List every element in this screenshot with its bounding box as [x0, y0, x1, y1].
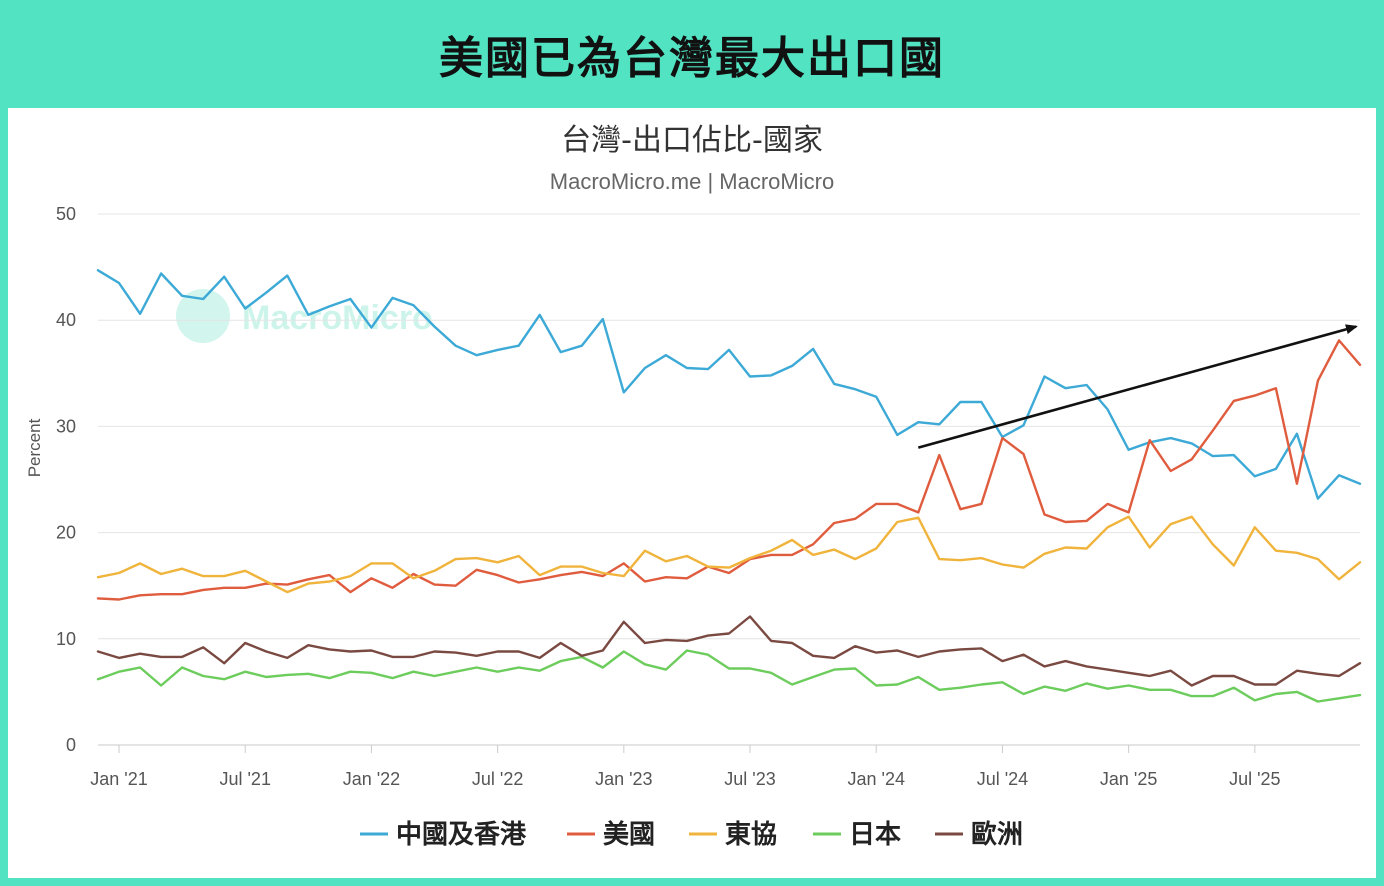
- legend-item-1[interactable]: 美國: [567, 819, 655, 850]
- x-axis: Jan '21 Jul '21 Jan '22 Jul '22 Jan '23 Jul '…: [90, 745, 1281, 789]
- y-tick-label: 0: [66, 735, 76, 755]
- watermark-logo-icon: [176, 289, 230, 343]
- legend-label: 日本: [849, 820, 901, 850]
- series-line-1: [96, 339, 1362, 601]
- legend-item-0[interactable]: 中國及香港: [360, 820, 527, 850]
- legend-label: 中國及香港: [396, 820, 527, 850]
- y-tick-label: 10: [56, 629, 76, 649]
- legend-item-4[interactable]: 歐洲: [935, 820, 1023, 850]
- y-tick-label: 40: [56, 310, 76, 330]
- x-tick-label: Jan '22: [343, 769, 400, 789]
- legend-label: 東協: [725, 820, 777, 850]
- x-tick-label: Jul '25: [1229, 769, 1280, 789]
- x-tick-label: Jul '22: [472, 769, 523, 789]
- banner-title: 美國已為台灣最大出口國: [439, 33, 945, 84]
- chart-title: 台灣-出口佔比-國家: [561, 123, 823, 158]
- y-axis: 0 10 20 30 40 50: [56, 204, 76, 755]
- line-chart: 台灣-出口佔比-國家 MacroMicro.me | MacroMicro Ma…: [25, 123, 1362, 850]
- chart-subtitle: MacroMicro.me | MacroMicro: [550, 169, 834, 194]
- grid: [98, 213, 1360, 746]
- x-tick-label: Jan '23: [595, 769, 652, 789]
- banner: 美國已為台灣最大出口國: [0, 0, 1384, 108]
- series-group: [96, 269, 1362, 703]
- annotation-group: [917, 324, 1358, 449]
- x-tick-label: Jul '23: [724, 769, 775, 789]
- chart-title-group: 台灣-出口佔比-國家 MacroMicro.me | MacroMicro: [550, 123, 834, 194]
- series-line-2: [96, 515, 1362, 594]
- x-tick-label: Jan '25: [1100, 769, 1157, 789]
- watermark-text: MacroMicro: [242, 299, 433, 337]
- x-tick-label: Jul '24: [977, 769, 1028, 789]
- x-tick-label: Jul '21: [219, 769, 270, 789]
- y-tick-label: 50: [56, 204, 76, 224]
- chart-panel: 台灣-出口佔比-國家 MacroMicro.me | MacroMicro Ma…: [8, 108, 1376, 878]
- trend-arrow: [917, 324, 1358, 449]
- y-tick-label: 20: [56, 523, 76, 543]
- legend: 中國及香港 美國 東協 日本 歐洲: [360, 819, 1023, 850]
- series-line-3: [96, 649, 1362, 703]
- legend-item-2[interactable]: 東協: [689, 820, 777, 850]
- y-tick-label: 30: [56, 416, 76, 436]
- legend-label: 美國: [603, 819, 655, 850]
- x-tick-label: Jan '21: [90, 769, 147, 789]
- legend-item-3[interactable]: 日本: [813, 820, 901, 850]
- watermark: MacroMicro: [176, 289, 433, 343]
- series-line-4: [96, 615, 1362, 687]
- y-axis-label: Percent: [25, 418, 44, 477]
- legend-label: 歐洲: [971, 820, 1023, 850]
- x-tick-label: Jan '24: [847, 769, 904, 789]
